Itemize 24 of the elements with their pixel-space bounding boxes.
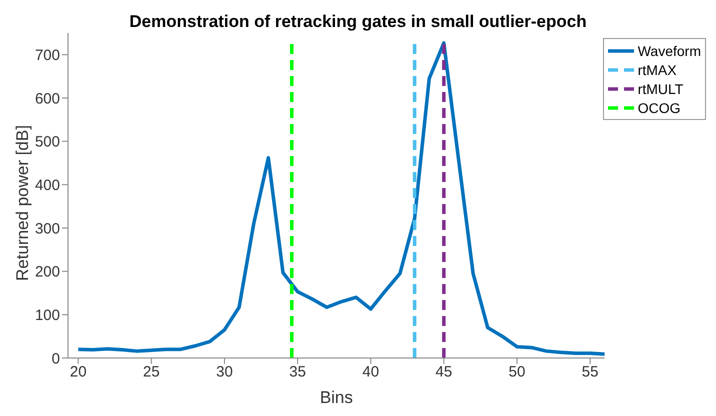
x-tick-label: 45	[436, 364, 452, 381]
legend-label: Waveform	[638, 42, 701, 58]
chart-title: Demonstration of retracking gates in small outlier-epoch	[128, 12, 588, 32]
y-tick-label: 100	[34, 306, 60, 324]
y-tick-label: 700	[34, 46, 60, 64]
y-tick-label: 500	[34, 134, 60, 151]
x-tick-label: 55	[582, 364, 598, 381]
legend-label: rtMULT	[638, 80, 684, 96]
x-tick-label: 40	[362, 364, 380, 381]
legend-label: rtMAX	[638, 62, 677, 78]
x-tick-label: 50	[508, 364, 526, 381]
x-tick-label: 35	[289, 364, 306, 381]
y-tick-label: 300	[34, 220, 60, 238]
y-tick-label: 400	[34, 176, 60, 194]
x-tick-label: 30	[216, 364, 233, 381]
line-series	[76, 41, 605, 356]
y-tick-label: 200	[34, 264, 60, 281]
x-axis-title: Bins	[320, 388, 353, 407]
x-tick-label: 20	[70, 364, 87, 381]
legend-label: OCOG	[638, 100, 680, 116]
x-tick-label: 25	[143, 364, 160, 381]
y-tick-label: 600	[34, 90, 60, 108]
y-tick-label: 0	[52, 350, 60, 368]
y-axis-title: Returned power [dB]	[13, 124, 33, 283]
